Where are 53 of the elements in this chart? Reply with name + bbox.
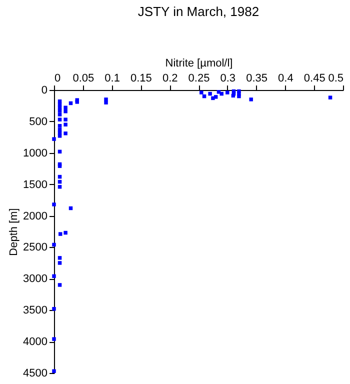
y-tick-label: 4500: [23, 368, 48, 380]
point: [249, 98, 253, 102]
point: [237, 94, 241, 98]
y-tick-label: 3000: [23, 273, 48, 286]
x-tick-label: 0.5: [328, 72, 344, 84]
point: [208, 92, 212, 96]
point: [52, 242, 56, 247]
y-tick-label: 2500: [23, 242, 48, 254]
y-tick-label: 4000: [23, 336, 48, 348]
point: [226, 90, 230, 94]
point: [58, 261, 62, 265]
x-tick-label: 0.45: [304, 72, 326, 84]
point: [52, 137, 56, 141]
point: [220, 92, 224, 96]
y-axis-title: Depth [m]: [8, 208, 20, 256]
point: [52, 306, 56, 311]
y-tick-label: 2000: [23, 210, 48, 222]
point: [52, 202, 56, 206]
x-tick-label: 0.25: [188, 72, 210, 84]
point: [214, 95, 218, 99]
point: [58, 256, 62, 260]
point: [58, 283, 62, 287]
x-tick-label: 0.2: [162, 72, 178, 84]
x-tick-label: 0.3: [220, 72, 236, 84]
x-tick-label: 0.15: [130, 72, 152, 84]
point: [52, 337, 56, 341]
x-tick-label: 0: [54, 72, 61, 84]
y-tick-label: 3500: [23, 304, 48, 317]
point: [52, 369, 56, 373]
point: [328, 96, 332, 100]
point: [64, 106, 68, 110]
point: [58, 112, 62, 116]
y-tick-label: 500: [29, 116, 48, 128]
point: [200, 90, 204, 94]
point: [64, 118, 68, 122]
y-tick-label: 0: [41, 84, 48, 96]
x-tick-label: 0.4: [278, 72, 294, 84]
point: [52, 274, 56, 278]
x-tick-label: 0.35: [246, 72, 268, 84]
point: [64, 132, 68, 136]
x-tick-label: 0.05: [72, 72, 94, 84]
point: [58, 134, 62, 138]
point: [58, 118, 62, 122]
x-tick-label: 0.1: [104, 72, 120, 84]
point: [64, 230, 68, 235]
point: [64, 122, 68, 126]
chart-title: JSTY in March, 1982: [138, 4, 260, 19]
y-tick-label: 1500: [23, 178, 48, 191]
point: [64, 110, 68, 114]
y-tick-label: 1000: [23, 147, 48, 160]
x-axis-title: Nitrite [µmol/l]: [165, 58, 233, 70]
point: [58, 232, 62, 236]
point: [104, 100, 108, 104]
